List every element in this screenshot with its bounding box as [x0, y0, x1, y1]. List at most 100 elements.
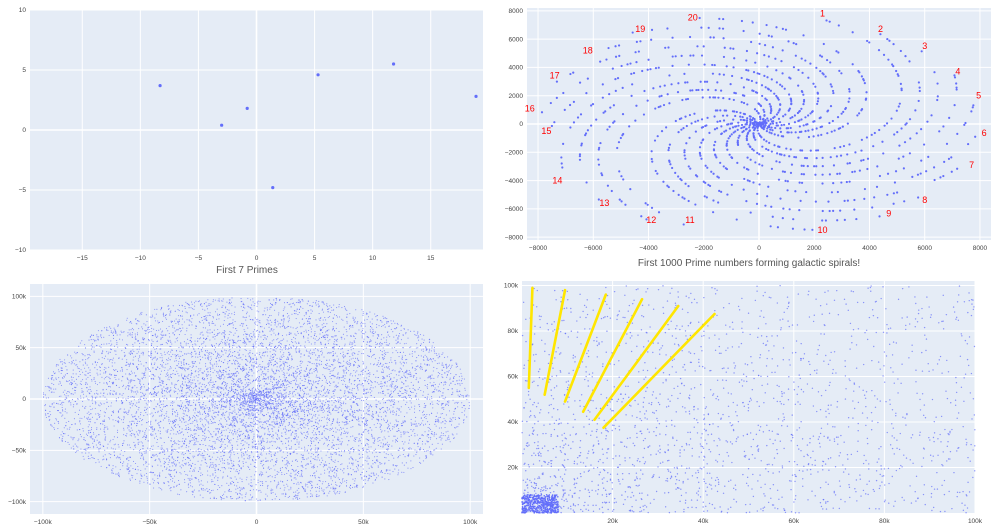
data-point [338, 411, 340, 413]
data-point [721, 114, 725, 117]
data-point [820, 125, 824, 128]
data-point [314, 449, 316, 451]
data-point [361, 309, 363, 311]
data-point [742, 112, 745, 115]
data-point [464, 387, 466, 389]
data-point [251, 428, 253, 430]
data-point [590, 104, 593, 107]
data-point [201, 317, 203, 319]
data-point [137, 442, 139, 444]
data-point [758, 121, 761, 124]
data-point [205, 462, 207, 464]
data-point [267, 429, 269, 431]
data-point [740, 126, 743, 130]
data-point [165, 314, 167, 316]
data-point [229, 402, 231, 405]
data-point [414, 369, 416, 371]
data-point [283, 373, 285, 375]
data-point [364, 370, 366, 373]
data-point [763, 54, 766, 57]
data-point [184, 333, 186, 336]
data-point [282, 428, 285, 430]
data-point [345, 421, 347, 423]
data-point [430, 378, 432, 380]
data-point [92, 457, 94, 459]
data-point [430, 428, 432, 430]
data-point [713, 115, 716, 118]
data-point [347, 396, 349, 398]
data-point [739, 111, 742, 114]
data-point [127, 332, 129, 334]
data-point [667, 46, 670, 49]
data-point [426, 440, 428, 442]
data-point [225, 342, 227, 344]
data-point [212, 399, 214, 401]
data-point [312, 402, 314, 404]
data-point [92, 432, 95, 434]
data-point [185, 406, 187, 409]
data-point [815, 165, 818, 168]
data-point [223, 319, 225, 322]
data-point [338, 478, 340, 480]
data-point [254, 447, 257, 449]
data-point [291, 339, 293, 341]
data-point [320, 450, 322, 452]
data-point [397, 401, 400, 403]
data-point [732, 98, 735, 102]
data-point [240, 389, 243, 391]
data-point [270, 314, 272, 317]
chart-galactic-spirals: −8000 −6000 −4000 −2000 0 2000 4000 6000 8000 −8… [505, 8, 991, 252]
data-point [347, 432, 349, 435]
data-point [753, 136, 756, 139]
data-point [252, 425, 255, 427]
data-point [319, 364, 321, 366]
data-point [241, 404, 243, 406]
data-point [183, 321, 185, 323]
data-point [394, 370, 396, 372]
data-point [176, 415, 178, 417]
data-point [686, 81, 689, 84]
data-point [176, 443, 178, 445]
data-point [272, 407, 274, 409]
data-point [354, 417, 356, 419]
data-point [404, 456, 406, 458]
data-point [112, 359, 114, 361]
data-point [179, 350, 181, 352]
data-point [232, 327, 234, 329]
data-point [207, 388, 209, 390]
data-point [341, 441, 343, 443]
data-point [246, 324, 248, 327]
data-point [102, 395, 104, 397]
data-point [833, 147, 836, 150]
data-point [561, 166, 564, 169]
data-point [140, 457, 142, 459]
data-point [671, 55, 674, 58]
data-point [268, 418, 271, 420]
data-point [433, 381, 435, 383]
data-point [137, 320, 139, 322]
data-point [433, 377, 435, 379]
data-point [294, 474, 296, 476]
data-point [66, 412, 68, 414]
data-point [794, 54, 797, 57]
data-point [330, 413, 332, 415]
data-point [845, 180, 848, 184]
data-point [166, 352, 168, 354]
data-point [807, 129, 810, 132]
data-point [401, 355, 403, 357]
data-point [256, 446, 259, 448]
data-point [100, 410, 102, 412]
data-point [362, 353, 364, 355]
data-point [337, 397, 339, 399]
data-point [299, 497, 301, 499]
data-point [246, 359, 248, 361]
data-point [228, 412, 230, 414]
data-point [388, 444, 390, 446]
data-point [689, 54, 692, 57]
data-point [159, 368, 161, 370]
data-point [731, 74, 734, 78]
data-point [768, 103, 771, 106]
data-point [309, 395, 311, 397]
data-point [269, 447, 271, 449]
data-point [414, 396, 416, 398]
